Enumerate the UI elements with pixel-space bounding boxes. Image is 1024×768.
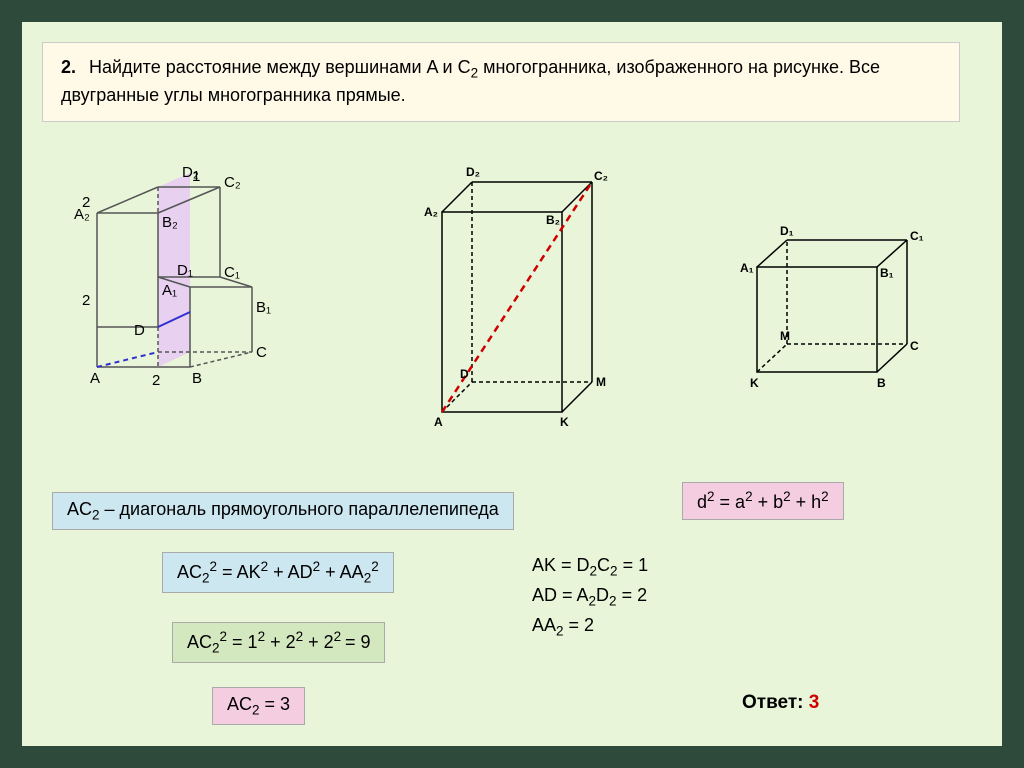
label-A2: A₂ (74, 206, 90, 223)
label-D1: D₁ (177, 262, 193, 279)
label-C2: C₂ (224, 174, 241, 191)
edge-2c: 2 (152, 372, 160, 389)
label-B: B (192, 370, 202, 387)
r-B: B (877, 376, 886, 390)
r-B1: B₁ (880, 266, 894, 280)
m-A2: A₂ (424, 205, 438, 219)
r-D1: D₁ (780, 224, 794, 238)
r-K: K (750, 376, 759, 390)
label-B1: B₁ (256, 299, 271, 316)
edge-1: 1 (192, 168, 200, 185)
r-C1: C₁ (910, 229, 924, 243)
problem-statement: 2. Найдите расстояние между вершинами A … (42, 42, 960, 122)
r-A1: A₁ (740, 261, 754, 275)
m-D2: D₂ (466, 165, 480, 179)
problem-number: 2. (61, 57, 76, 77)
m-K: K (560, 415, 569, 429)
label-D: D (134, 322, 145, 339)
r-C: C (910, 339, 919, 353)
label-C: C (256, 344, 267, 361)
label-B2: B₂ (162, 214, 178, 231)
m-C2: C₂ (594, 169, 608, 183)
ac2-result: AC2 = 3 (212, 687, 305, 725)
m-B2: B₂ (546, 213, 560, 227)
ac2-squared-formula: AC22 = AK2 + AD2 + AA22 (162, 552, 394, 593)
answer-value: 3 (809, 692, 820, 713)
problem-text-before: Найдите расстояние между вершинами A и C (89, 57, 471, 77)
figure-right: D₁ C₁ A₁ B₁ M C K B (732, 222, 932, 392)
m-D: D (460, 367, 469, 381)
label-C1: C₁ (224, 264, 240, 281)
label-A: A (90, 370, 100, 387)
edge-2b: 2 (82, 292, 90, 309)
figure-left: D₂ 1 C₂ 2 A₂ B₂ D₁ C₁ A₁ B₁ 2 D C A 2 B (62, 157, 282, 407)
r-M: M (780, 329, 790, 343)
answer-label: Ответ: (742, 692, 803, 713)
m-M: M (596, 375, 606, 389)
substitutions: AK = D2C2 = 1 AD = A2D2 = 2 AA2 = 2 (532, 552, 648, 642)
figure-middle: D₂ C₂ A₂ B₂ D M A K (412, 152, 612, 432)
label-A1: A₁ (162, 282, 177, 299)
ac2-numeric: AC22 = 12 + 22 + 22 = 9 (172, 622, 385, 663)
m-A: A (434, 415, 443, 429)
diagonal-description: AC2 – диагональ прямоугольного параллеле… (52, 492, 514, 530)
d-formula: d2 = a2 + b2 + h2 (682, 482, 844, 520)
answer: Ответ: 3 (742, 692, 819, 714)
problem-sub: 2 (471, 66, 479, 81)
